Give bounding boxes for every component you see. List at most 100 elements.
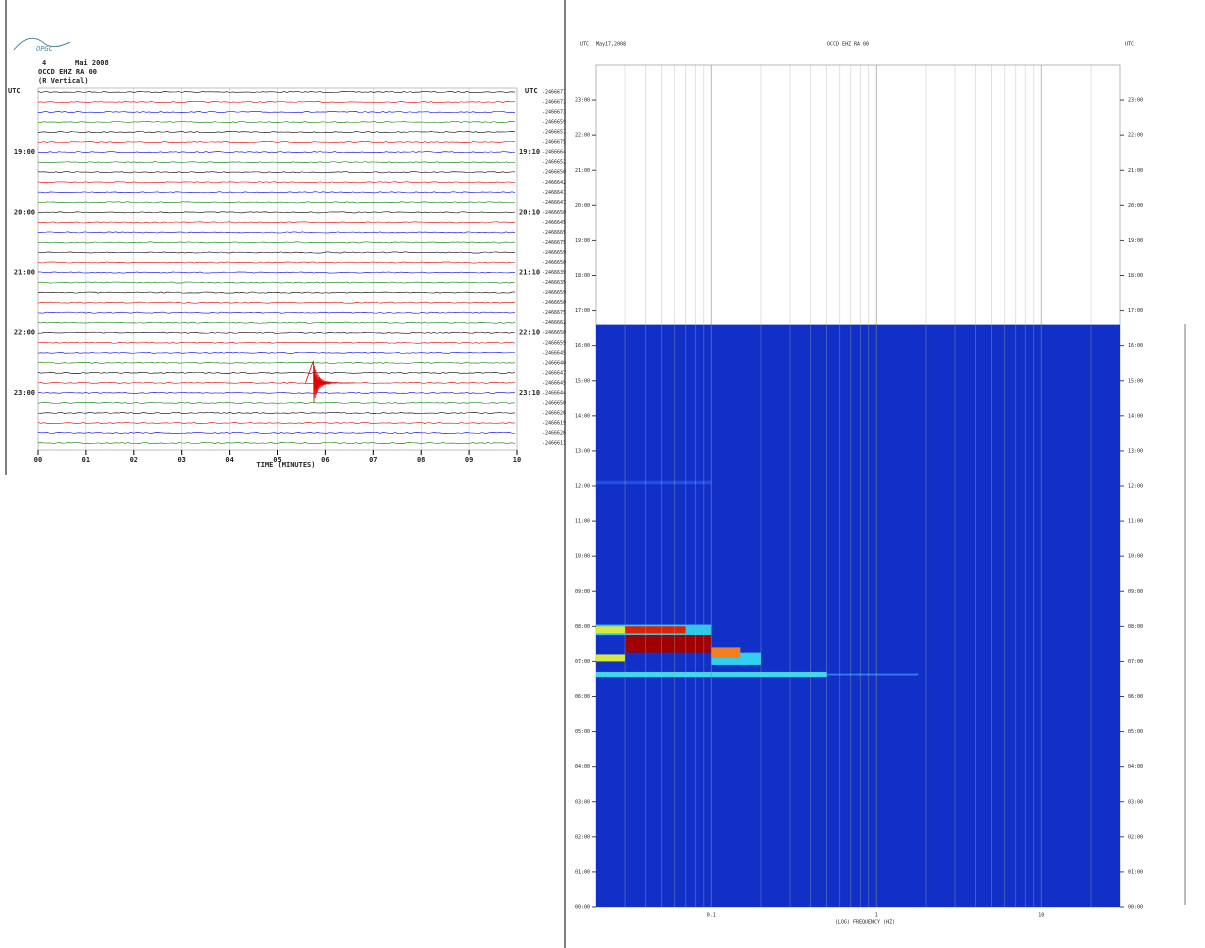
y-tick-label: 05:00 xyxy=(1128,729,1143,735)
month-year: Mai 2008 xyxy=(75,59,109,67)
trace xyxy=(37,101,516,103)
trace xyxy=(37,341,516,344)
hour-label: 22:00 xyxy=(14,329,35,337)
trace xyxy=(37,141,516,144)
y-tick-label: 03:00 xyxy=(575,799,590,805)
trace xyxy=(37,371,516,374)
trace-offset: -2466650 xyxy=(542,330,566,336)
logo: OPGC xyxy=(36,45,54,53)
x-tick-label: 02 xyxy=(130,456,138,464)
day: 4 xyxy=(42,59,46,67)
x-tick-label: 01 xyxy=(82,456,90,464)
trace xyxy=(37,271,516,274)
x-tick-label: 03 xyxy=(177,456,185,464)
y-tick-label: 19:00 xyxy=(1128,238,1143,244)
trace xyxy=(37,412,516,414)
y-tick-label: 00:00 xyxy=(575,905,590,911)
trace-offset: -2466644 xyxy=(542,390,566,396)
x-tick-label: 10 xyxy=(1038,913,1044,919)
event-waveform xyxy=(305,360,354,403)
y-tick-label: 16:00 xyxy=(575,343,590,349)
y-tick-label: 02:00 xyxy=(1128,834,1143,840)
y-tick-label: 17:00 xyxy=(575,308,590,314)
spectral-band xyxy=(596,626,626,634)
trace xyxy=(37,231,516,234)
y-tick-label: 11:00 xyxy=(1128,519,1143,525)
y-tick-label: 03:00 xyxy=(1128,799,1143,805)
trace xyxy=(37,91,516,93)
spectral-band xyxy=(625,626,686,634)
trace-offset: -2466650 xyxy=(542,300,566,306)
trace xyxy=(37,181,516,184)
trace-offset: -2466645 xyxy=(542,220,566,226)
hour-label: 21:10 xyxy=(519,269,540,277)
trace-offset: -2466650 xyxy=(542,260,566,266)
trace-offset: -2466639 xyxy=(542,270,566,276)
y-tick-label: 15:00 xyxy=(1128,378,1143,384)
y-tick-label: 15:00 xyxy=(575,378,590,384)
hour-label: 19:00 xyxy=(14,148,35,156)
logo-curve xyxy=(13,37,71,51)
spectrogram-data xyxy=(596,324,1120,907)
hour-label: 21:00 xyxy=(14,269,35,277)
trace-offset: -2466659 xyxy=(542,290,566,296)
trace-offset: -2466659 xyxy=(542,120,566,126)
trace xyxy=(37,121,516,123)
y-tick-label: 13:00 xyxy=(575,448,590,454)
y-tick-label: 04:00 xyxy=(575,764,590,770)
trace xyxy=(37,261,516,264)
spectral-band xyxy=(596,654,626,662)
spectral-band xyxy=(596,480,712,485)
y-tick-label: 10:00 xyxy=(1128,554,1143,560)
trace-offset: -2466650 xyxy=(542,210,566,216)
x-tick-label: 04 xyxy=(225,456,233,464)
y-tick-label: 02:00 xyxy=(575,834,590,840)
trace-offset: -2466673 xyxy=(542,100,566,106)
component: (R Vertical) xyxy=(38,77,89,85)
station: OCCD EHZ RA 00 xyxy=(38,68,97,76)
y-tick-label: 08:00 xyxy=(575,624,590,630)
y-tick-label: 09:00 xyxy=(1128,589,1143,595)
y-tick-label: 21:00 xyxy=(575,168,590,174)
y-tick-label: 00:00 xyxy=(1128,905,1143,911)
hour-label: 23:10 xyxy=(519,389,540,397)
trace xyxy=(37,361,516,364)
trace-offset: -2466647 xyxy=(542,370,566,376)
trace xyxy=(37,201,516,204)
y-tick-label: 23:00 xyxy=(1128,98,1143,104)
utc-label: UTC xyxy=(580,42,589,48)
trace-offset: -2466675 xyxy=(542,310,566,316)
trace xyxy=(37,381,516,384)
y-tick-label: 14:00 xyxy=(575,413,590,419)
trace xyxy=(37,241,516,244)
x-axis-label: TIME (MINUTES) xyxy=(256,461,315,469)
trace xyxy=(37,331,516,334)
trace-offset: -2466641 xyxy=(542,190,566,196)
trace-offset: -2466664 xyxy=(542,150,566,156)
hour-label: 19:10 xyxy=(519,148,540,156)
trace-offset: -2466650 xyxy=(542,400,566,406)
trace xyxy=(37,161,516,164)
x-axis-label: (LOG) FREQUENCY (HZ) xyxy=(835,920,895,926)
y-tick-label: 16:00 xyxy=(1128,343,1143,349)
y-tick-label: 01:00 xyxy=(1128,869,1143,875)
trace xyxy=(37,321,516,324)
utc-label: UTC xyxy=(525,87,538,95)
y-tick-label: 05:00 xyxy=(575,729,590,735)
x-tick-label: 10 xyxy=(513,456,521,464)
spectral-band xyxy=(826,673,919,676)
trace-offset: -2466626 xyxy=(542,410,566,416)
y-tick-label: 09:00 xyxy=(575,589,590,595)
trace-offset: -2466619 xyxy=(542,420,566,426)
x-tick-label: 09 xyxy=(465,456,473,464)
date: May17,2008 xyxy=(596,42,626,48)
trace-offset: -2466665 xyxy=(542,230,566,236)
x-tick-label: 07 xyxy=(369,456,377,464)
trace-offset: -2466657 xyxy=(542,130,566,136)
trace xyxy=(37,311,516,314)
trace xyxy=(37,151,516,154)
y-tick-label: 04:00 xyxy=(1128,764,1143,770)
x-tick-label: 06 xyxy=(321,456,329,464)
y-tick-label: 01:00 xyxy=(575,869,590,875)
trace xyxy=(37,211,516,214)
